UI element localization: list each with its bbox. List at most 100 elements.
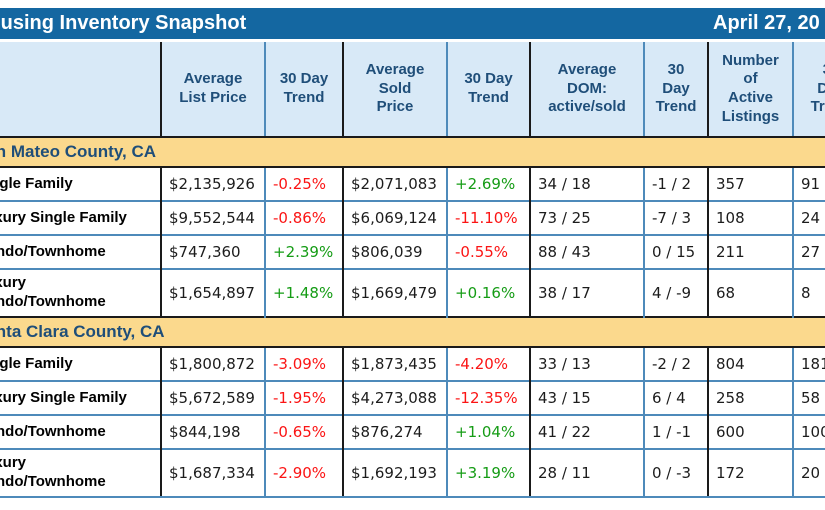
active-listings-cell: 68 [707, 268, 793, 317]
active-listings-cell: 804 [707, 346, 793, 381]
avg-list-price-cell: $747,360 [160, 234, 265, 269]
avg-list-price-cell: $1,800,872 [160, 346, 265, 381]
listings-trend-cell: 24 [792, 200, 825, 235]
row-label: Luxury Single Family [0, 380, 161, 415]
dom-cell: 28 / 11 [529, 448, 644, 498]
dom-cell: 33 / 13 [529, 346, 644, 381]
table-row: Luxury Single Family $5,672,589 -1.95% $… [0, 380, 825, 415]
section-header-row: Santa Clara County, CA [0, 316, 825, 348]
sold-trend-cell: +0.16% [446, 268, 530, 317]
column-header-active-listings: Number of Active Listings [707, 42, 793, 138]
avg-sold-price-cell: $1,669,479 [342, 268, 447, 317]
column-header-avg-dom: Average DOM: active/sold [529, 42, 644, 138]
active-listings-cell: 172 [707, 448, 793, 498]
sold-trend-cell: -4.20% [446, 346, 530, 381]
avg-sold-price-cell: $876,274 [342, 414, 447, 449]
column-header-row: Average List Price 30 Day Trend Average … [0, 42, 825, 138]
active-listings-cell: 108 [707, 200, 793, 235]
dom-cell: 38 / 17 [529, 268, 644, 317]
table-row: Luxury Single Family $9,552,544 -0.86% $… [0, 200, 825, 235]
avg-sold-price-cell: $2,071,083 [342, 166, 447, 201]
table-row: Condo/Townhome $747,360 +2.39% $806,039 … [0, 234, 825, 269]
avg-list-price-cell: $1,687,334 [160, 448, 265, 498]
list-trend-cell: -0.65% [264, 414, 343, 449]
active-listings-cell: 258 [707, 380, 793, 415]
dom-trend-cell: 0 / 15 [643, 234, 708, 269]
listings-trend-cell: 181 [792, 346, 825, 381]
list-trend-cell: -2.90% [264, 448, 343, 498]
inventory-table: Average List Price 30 Day Trend Average … [0, 42, 825, 498]
sold-trend-cell: +3.19% [446, 448, 530, 498]
list-trend-cell: -3.09% [264, 346, 343, 381]
dom-trend-cell: 6 / 4 [643, 380, 708, 415]
dom-trend-cell: 1 / -1 [643, 414, 708, 449]
dom-cell: 88 / 43 [529, 234, 644, 269]
sold-trend-cell: +1.04% [446, 414, 530, 449]
dom-trend-cell: 4 / -9 [643, 268, 708, 317]
row-label: Condo/Townhome [0, 234, 161, 269]
listings-trend-cell: 91 [792, 166, 825, 201]
report-title: Housing Inventory Snapshot [0, 12, 247, 34]
listings-trend-cell: 20 [792, 448, 825, 498]
table-row: Single Family $2,135,926 -0.25% $2,071,0… [0, 166, 825, 201]
dom-trend-cell: -1 / 2 [643, 166, 708, 201]
row-label: Luxury Condo/Townhome [0, 448, 161, 498]
active-listings-cell: 357 [707, 166, 793, 201]
avg-list-price-cell: $9,552,544 [160, 200, 265, 235]
avg-sold-price-cell: $1,873,435 [342, 346, 447, 381]
section-header-row: San Mateo County, CA [0, 136, 825, 168]
column-header-avg-list-price: Average List Price [160, 42, 265, 138]
row-label: Single Family [0, 346, 161, 381]
column-header-listings-trend: 30 Day Trend [792, 42, 825, 138]
avg-list-price-cell: $2,135,926 [160, 166, 265, 201]
sold-trend-cell: -12.35% [446, 380, 530, 415]
dom-trend-cell: -2 / 2 [643, 346, 708, 381]
listings-trend-cell: 58 [792, 380, 825, 415]
avg-sold-price-cell: $1,692,193 [342, 448, 447, 498]
report-date: April 27, 20 [713, 12, 820, 34]
avg-sold-price-cell: $806,039 [342, 234, 447, 269]
table-row: Luxury Condo/Townhome $1,654,897 +1.48% … [0, 268, 825, 317]
column-header-dom-trend: 30 Day Trend [643, 42, 708, 138]
column-header-sold-trend: 30 Day Trend [446, 42, 530, 138]
avg-sold-price-cell: $6,069,124 [342, 200, 447, 235]
list-trend-cell: -0.86% [264, 200, 343, 235]
row-label: Single Family [0, 166, 161, 201]
listings-trend-cell: 27 [792, 234, 825, 269]
county-header: Santa Clara County, CA [0, 316, 825, 348]
active-listings-cell: 600 [707, 414, 793, 449]
active-listings-cell: 211 [707, 234, 793, 269]
column-header-list-trend: 30 Day Trend [264, 42, 343, 138]
dom-cell: 43 / 15 [529, 380, 644, 415]
sold-trend-cell: -0.55% [446, 234, 530, 269]
listings-trend-cell: 8 [792, 268, 825, 317]
avg-list-price-cell: $1,654,897 [160, 268, 265, 317]
dom-trend-cell: 0 / -3 [643, 448, 708, 498]
dom-cell: 34 / 18 [529, 166, 644, 201]
dom-trend-cell: -7 / 3 [643, 200, 708, 235]
list-trend-cell: -1.95% [264, 380, 343, 415]
dom-cell: 73 / 25 [529, 200, 644, 235]
table-row: Condo/Townhome $844,198 -0.65% $876,274 … [0, 414, 825, 449]
avg-list-price-cell: $844,198 [160, 414, 265, 449]
avg-list-price-cell: $5,672,589 [160, 380, 265, 415]
report-canvas: Housing Inventory Snapshot April 27, 20 … [0, 8, 825, 498]
column-header-avg-sold-price: Average Sold Price [342, 42, 447, 138]
row-label: Condo/Townhome [0, 414, 161, 449]
table-row: Luxury Condo/Townhome $1,687,334 -2.90% … [0, 448, 825, 498]
sold-trend-cell: +2.69% [446, 166, 530, 201]
sold-trend-cell: -11.10% [446, 200, 530, 235]
column-header-blank [0, 42, 161, 138]
avg-sold-price-cell: $4,273,088 [342, 380, 447, 415]
table-row: Single Family $1,800,872 -3.09% $1,873,4… [0, 346, 825, 381]
title-bar: Housing Inventory Snapshot April 27, 20 [0, 8, 825, 39]
list-trend-cell: -0.25% [264, 166, 343, 201]
county-header: San Mateo County, CA [0, 136, 825, 168]
row-label: Luxury Condo/Townhome [0, 268, 161, 317]
list-trend-cell: +2.39% [264, 234, 343, 269]
list-trend-cell: +1.48% [264, 268, 343, 317]
row-label: Luxury Single Family [0, 200, 161, 235]
listings-trend-cell: 100 [792, 414, 825, 449]
dom-cell: 41 / 22 [529, 414, 644, 449]
